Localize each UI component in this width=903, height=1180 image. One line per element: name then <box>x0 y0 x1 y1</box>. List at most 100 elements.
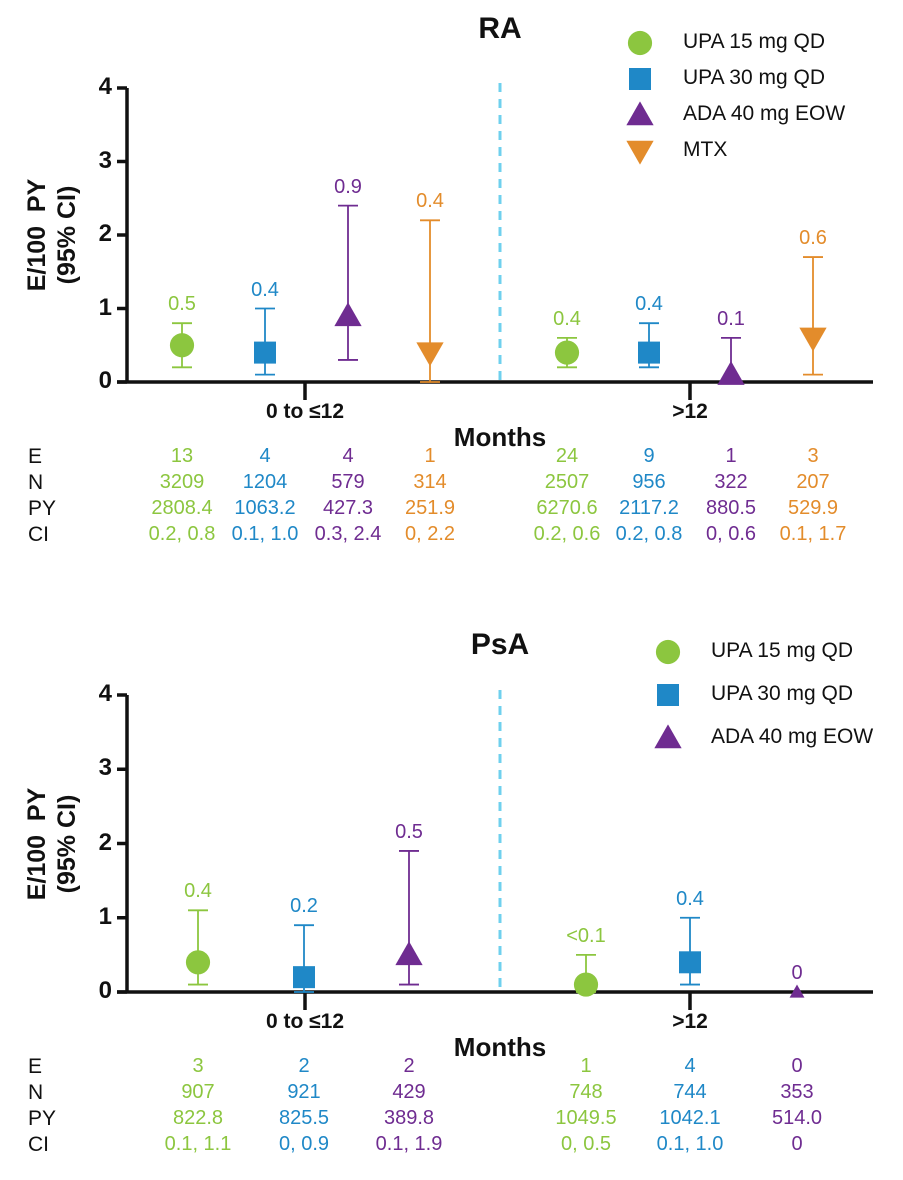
x-axis-title: Months <box>453 1032 547 1062</box>
value-label: 0.1 <box>717 307 745 330</box>
table-cell: 314 <box>413 471 447 493</box>
y-tick-label: 2 <box>98 220 112 247</box>
legend-label: ADA 40 mg EOW <box>711 725 874 748</box>
table-cell: 744 <box>673 1081 707 1103</box>
value-label: 0.4 <box>184 880 212 903</box>
table-cell: 0.1, 1.0 <box>231 523 299 545</box>
table-cell: 0.2, 0.8 <box>148 523 216 545</box>
y-tick-label: 0 <box>98 977 112 1004</box>
table-cell: 2 <box>403 1055 415 1077</box>
table-row-label: PY <box>28 1107 57 1130</box>
table-cell: 0 <box>791 1055 803 1077</box>
value-label: 0.4 <box>635 293 663 316</box>
table-cell: 4 <box>342 445 354 467</box>
value-label: 0.5 <box>395 820 423 843</box>
legend-marker <box>654 724 682 749</box>
table-cell: 13 <box>170 445 194 467</box>
x-axis-title: Months <box>453 422 547 452</box>
table-cell: 880.5 <box>705 497 757 519</box>
x-category-label: 0 to ≤12 <box>265 400 345 423</box>
table-cell: 1 <box>580 1055 592 1077</box>
table-cell: 3 <box>192 1055 204 1077</box>
value-label: 0.2 <box>290 895 318 918</box>
data-point <box>554 340 580 365</box>
table-cell: 4 <box>259 445 271 467</box>
table-row-label: N <box>28 471 44 494</box>
data-point <box>638 341 660 364</box>
table-cell: 514.0 <box>771 1107 823 1129</box>
table-cell: 0.1, 1.7 <box>779 523 847 545</box>
y-tick-label: 4 <box>98 680 112 707</box>
table-cell: 24 <box>555 445 579 467</box>
table-cell: 1042.1 <box>659 1107 721 1129</box>
value-label: 0.9 <box>334 175 362 198</box>
table-cell: 0.2, 0.6 <box>533 523 601 545</box>
table-cell: 822.8 <box>172 1107 224 1129</box>
table-cell: 921 <box>287 1081 321 1103</box>
table-cell: 748 <box>569 1081 603 1103</box>
y-tick-label: 3 <box>98 754 112 782</box>
data-point <box>395 941 423 966</box>
legend-marker <box>626 101 654 126</box>
table-cell: 529.9 <box>787 497 839 519</box>
x-category-label: >12 <box>672 400 708 423</box>
y-tick-label: 1 <box>98 293 112 321</box>
table-cell: 0.3, 2.4 <box>314 523 382 545</box>
table-cell: 0, 0.6 <box>705 523 757 545</box>
data-point <box>334 302 362 327</box>
y-axis-title: E/100 PY (95% CI) <box>23 787 81 900</box>
table-cell: 3209 <box>159 471 205 493</box>
value-label: 0.4 <box>416 190 444 213</box>
data-point <box>679 951 701 974</box>
data-point <box>254 341 276 364</box>
y-tick-label: 3 <box>98 146 112 174</box>
table-cell: 907 <box>181 1081 215 1103</box>
table-cell: 322 <box>714 471 748 493</box>
data-point <box>293 966 315 989</box>
table-cell: 2 <box>298 1055 310 1077</box>
y-tick-label: 1 <box>98 902 112 930</box>
table-cell: 956 <box>632 471 666 493</box>
value-label: 0.4 <box>676 887 704 910</box>
table-cell: 429 <box>392 1081 426 1103</box>
value-label: 0.6 <box>799 227 827 250</box>
table-cell: 3 <box>807 445 819 467</box>
y-tick-label: 0 <box>98 367 112 394</box>
y-tick-label: 4 <box>98 73 112 100</box>
value-label: <0.1 <box>566 924 606 947</box>
data-point <box>573 972 599 997</box>
table-cell: 0.1, 1.0 <box>656 1133 724 1155</box>
table-cell: 1049.5 <box>555 1107 617 1129</box>
value-label: 0 <box>791 962 803 984</box>
data-point <box>789 984 805 998</box>
table-cell: 353 <box>780 1081 814 1103</box>
table-cell: 251.9 <box>404 497 456 519</box>
table-row-label: E <box>28 1055 43 1078</box>
table-cell: 0.1, 1.1 <box>164 1133 232 1155</box>
table-cell: 6270.6 <box>536 497 598 519</box>
legend-label: UPA 15 mg QD <box>683 30 825 53</box>
data-point <box>169 333 195 358</box>
table-cell: 0.2, 0.8 <box>615 523 683 545</box>
table-row-label: N <box>28 1081 44 1104</box>
table-cell: 0, 0.9 <box>278 1133 330 1155</box>
legend-marker <box>655 639 681 665</box>
value-label: 0.4 <box>251 278 279 301</box>
data-point <box>799 327 827 352</box>
table-cell: 427.3 <box>322 497 374 519</box>
panel-title: PsA <box>470 628 530 661</box>
table-row-label: E <box>28 445 43 468</box>
y-axis-title: E/100 PY (95% CI) <box>23 178 81 292</box>
table-row-label: PY <box>28 497 57 520</box>
legend-marker <box>627 30 653 56</box>
legend-label: UPA 15 mg QD <box>711 639 853 662</box>
value-label: 0.5 <box>168 293 196 316</box>
table-cell: 1063.2 <box>234 497 296 519</box>
table-cell: 1 <box>424 445 436 467</box>
legend-marker <box>657 684 679 706</box>
panel-0 <box>117 30 873 400</box>
panel-title: RA <box>478 12 522 45</box>
legend-label: UPA 30 mg QD <box>683 66 825 89</box>
x-category-label: 0 to ≤12 <box>265 1010 345 1033</box>
